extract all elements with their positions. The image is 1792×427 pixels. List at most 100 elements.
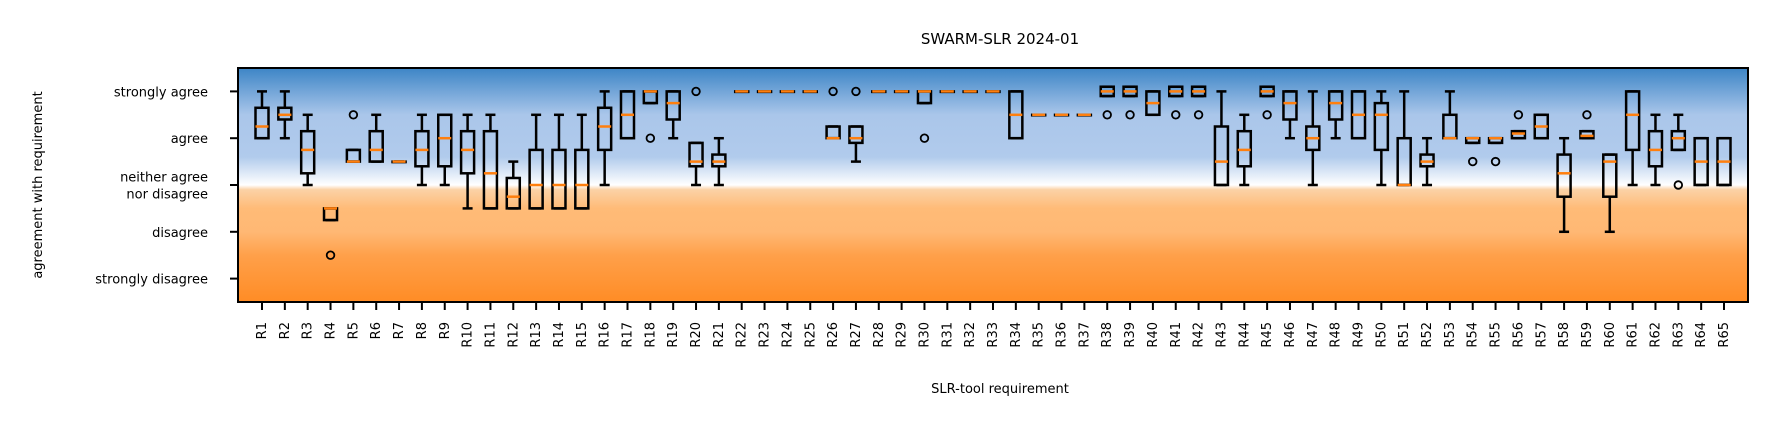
box-r25 xyxy=(802,90,818,94)
x-tick-label: R22 xyxy=(735,322,750,348)
box-r15 xyxy=(574,113,590,210)
x-tick-label: R63 xyxy=(1671,322,1686,348)
x-tick-label: R54 xyxy=(1466,322,1481,348)
y-tick-label: strongly agree xyxy=(114,85,208,100)
box-r12 xyxy=(505,160,522,210)
box-r49 xyxy=(1350,90,1367,140)
box-r33 xyxy=(985,90,1001,94)
box-r43 xyxy=(1213,90,1230,187)
x-tick-label: R27 xyxy=(849,322,864,348)
x-tick-label: R62 xyxy=(1648,322,1663,348)
box-r55 xyxy=(1487,136,1504,167)
box-iqr xyxy=(437,113,453,168)
outlier-point xyxy=(1582,110,1592,120)
outlier-point xyxy=(1102,110,1112,120)
y-tick-label: agree xyxy=(171,132,208,147)
x-tick-label: R15 xyxy=(575,322,590,348)
x-tick-label: R10 xyxy=(461,322,476,348)
x-tick-label: R6 xyxy=(369,322,384,339)
x-tick-label: R50 xyxy=(1374,322,1389,348)
box-r37 xyxy=(1076,113,1093,117)
box-r60 xyxy=(1602,153,1618,234)
box-r22 xyxy=(733,90,750,94)
plot-background xyxy=(238,68,1748,302)
box-r8 xyxy=(414,113,430,187)
x-tick-label: R46 xyxy=(1283,322,1298,348)
box-r65 xyxy=(1716,136,1732,187)
x-tick-label: R47 xyxy=(1306,322,1321,348)
box-r50 xyxy=(1373,90,1390,187)
box-r9 xyxy=(437,113,453,187)
x-tick-label: R25 xyxy=(803,322,818,348)
box-iqr xyxy=(688,141,704,168)
x-tick-label: R65 xyxy=(1717,322,1732,348)
box-r30 xyxy=(916,90,933,143)
y-tick-label: nor disagree xyxy=(126,188,208,203)
outlier-point xyxy=(1193,110,1204,120)
box-iqr xyxy=(254,106,270,140)
x-tick-label: R36 xyxy=(1055,322,1070,348)
x-tick-label: R9 xyxy=(438,322,453,339)
x-tick-label: R11 xyxy=(483,322,498,348)
x-tick-label: R53 xyxy=(1443,322,1458,348)
box-r53 xyxy=(1442,90,1458,140)
y-tick-label: disagree xyxy=(152,226,208,241)
box-r1 xyxy=(254,90,270,140)
outlier-point xyxy=(348,110,359,120)
x-tick-label: R24 xyxy=(780,322,795,348)
box-iqr xyxy=(1213,125,1230,187)
x-tick-label: R20 xyxy=(689,322,704,348)
box-r27 xyxy=(848,86,864,163)
x-tick-label: R44 xyxy=(1237,322,1252,348)
x-tick-label: R3 xyxy=(301,322,316,339)
box-iqr xyxy=(1670,129,1687,152)
x-tick-label: R12 xyxy=(506,322,521,348)
box-r47 xyxy=(1305,90,1321,187)
x-tick-label: R55 xyxy=(1489,322,1504,348)
x-tick-label: R16 xyxy=(598,322,613,348)
box-r7 xyxy=(391,160,407,164)
x-tick-label: R8 xyxy=(415,322,430,339)
box-r13 xyxy=(528,113,544,210)
x-tick-label: R23 xyxy=(758,322,773,348)
x-tick-label: R35 xyxy=(1032,322,1047,348)
x-axis: R1 R2 R3 R4 R5 R6 R7 R8 R9 R10 R11 R12 R13 R14 R15 R16 R… xyxy=(255,302,1732,348)
x-tick-label: R48 xyxy=(1329,322,1344,348)
box-r19 xyxy=(665,90,681,140)
box-iqr xyxy=(1327,90,1344,121)
box-r38 xyxy=(1099,85,1115,120)
x-tick-label: R1 xyxy=(255,322,270,339)
box-r52 xyxy=(1419,136,1435,187)
box-r46 xyxy=(1282,90,1298,140)
box-r57 xyxy=(1533,113,1549,140)
box-r21 xyxy=(711,136,727,187)
x-tick-label: R26 xyxy=(826,322,841,348)
x-tick-label: R56 xyxy=(1511,322,1526,348)
box-iqr xyxy=(505,176,522,210)
box-iqr xyxy=(528,148,544,210)
outlier-point xyxy=(1490,156,1501,167)
x-tick-label: R13 xyxy=(529,322,544,348)
x-tick-label: R37 xyxy=(1077,322,1092,348)
box-r26 xyxy=(825,86,841,140)
box-iqr xyxy=(551,148,567,210)
box-iqr xyxy=(368,129,384,163)
box-r61 xyxy=(1624,90,1641,187)
x-tick-label: R2 xyxy=(278,322,293,339)
x-tick-label: R30 xyxy=(917,322,932,348)
x-tick-label: R41 xyxy=(1169,322,1184,348)
box-iqr xyxy=(848,125,864,145)
box-r56 xyxy=(1510,110,1527,140)
box-r54 xyxy=(1464,136,1481,167)
x-tick-label: R58 xyxy=(1557,322,1572,348)
box-r34 xyxy=(1008,90,1024,140)
box-r32 xyxy=(962,90,978,94)
outlier-point xyxy=(1673,180,1684,190)
box-r24 xyxy=(779,90,796,94)
x-tick-label: R17 xyxy=(621,322,636,348)
box-r51 xyxy=(1396,90,1412,187)
box-iqr xyxy=(299,129,316,175)
outlier-point xyxy=(1125,110,1135,120)
box-r36 xyxy=(1053,113,1070,117)
